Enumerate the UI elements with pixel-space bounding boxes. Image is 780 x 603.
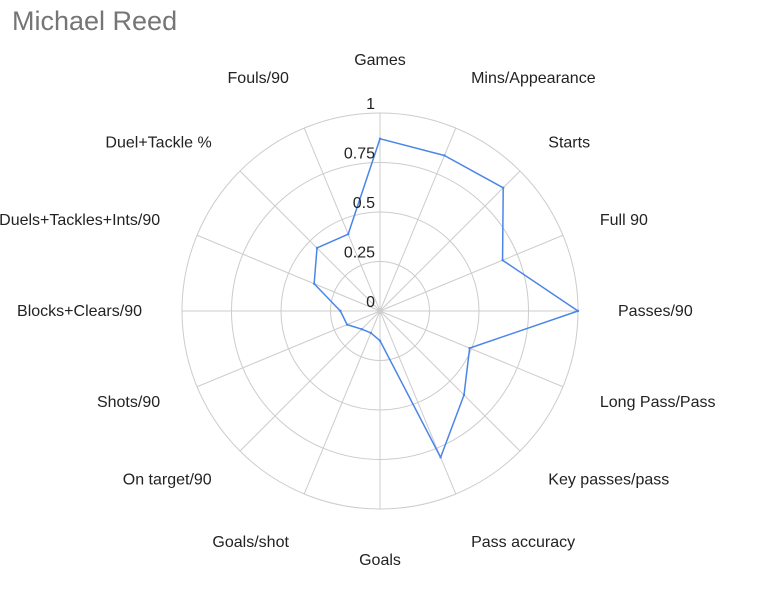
series-point bbox=[312, 282, 316, 285]
series-line bbox=[313, 137, 579, 459]
grid-spoke bbox=[196, 310, 381, 388]
grid-spoke bbox=[379, 310, 457, 495]
axis-label: Games bbox=[354, 52, 406, 69]
axis-label: Goals bbox=[359, 552, 401, 569]
radar-grid bbox=[181, 112, 579, 510]
grid-spoke bbox=[379, 127, 457, 312]
axis-label: Duels+Tackles+Ints/90 bbox=[0, 212, 160, 229]
axis-label: Shots/90 bbox=[97, 394, 160, 411]
axis-label: Key passes/pass bbox=[548, 471, 669, 488]
series-point bbox=[339, 309, 342, 313]
grid-spoke bbox=[379, 310, 564, 388]
grid-spoke bbox=[379, 170, 521, 312]
tick-label: 0.75 bbox=[344, 146, 375, 163]
series-point bbox=[502, 186, 505, 189]
chart-title: Michael Reed bbox=[12, 6, 178, 36]
tick-label: 1 bbox=[366, 96, 375, 113]
axis-labels: Games Mins/Appearance Starts Full 90 Passes/… bbox=[0, 52, 716, 569]
axis-label: Fouls/90 bbox=[228, 70, 289, 87]
series-point bbox=[443, 154, 446, 157]
grid-spoke bbox=[196, 234, 381, 312]
axis-label: On target/90 bbox=[123, 471, 212, 488]
axis-label: Goals/shot bbox=[212, 534, 289, 551]
series-point bbox=[345, 323, 349, 326]
series-point bbox=[360, 328, 363, 331]
series-point bbox=[462, 393, 466, 397]
axis-label: Long Pass/Pass bbox=[600, 394, 716, 411]
tick-label: 0 bbox=[366, 294, 375, 311]
series-point bbox=[346, 232, 350, 236]
grid-spoke bbox=[239, 170, 381, 312]
axis-label: Duel+Tackle % bbox=[105, 135, 211, 152]
series-layer bbox=[312, 137, 580, 459]
axis-label: Full 90 bbox=[600, 212, 648, 229]
grid-spoke bbox=[379, 234, 564, 312]
series-point bbox=[315, 246, 319, 250]
tick-label: 0.25 bbox=[344, 245, 375, 262]
series-point bbox=[501, 259, 504, 262]
axis-label: Mins/Appearance bbox=[471, 70, 596, 87]
axis-label: Starts bbox=[548, 135, 590, 152]
axis-label: Blocks+Clears/90 bbox=[17, 303, 142, 320]
series-point bbox=[369, 331, 373, 335]
series-point bbox=[378, 339, 382, 342]
axis-label: Pass accuracy bbox=[471, 534, 575, 551]
tick-labels: 0 0.25 0.5 0.75 1 bbox=[344, 96, 375, 311]
axis-label: Passes/90 bbox=[618, 303, 693, 320]
series-point bbox=[576, 309, 580, 313]
tick-label: 0.5 bbox=[353, 195, 375, 212]
grid-spoke bbox=[379, 310, 521, 452]
grid-spoke bbox=[239, 310, 381, 452]
series-point bbox=[468, 346, 471, 350]
grid-spoke bbox=[303, 310, 381, 495]
series-point bbox=[439, 456, 442, 459]
grid-spoke bbox=[303, 127, 381, 312]
series-point bbox=[378, 137, 382, 140]
